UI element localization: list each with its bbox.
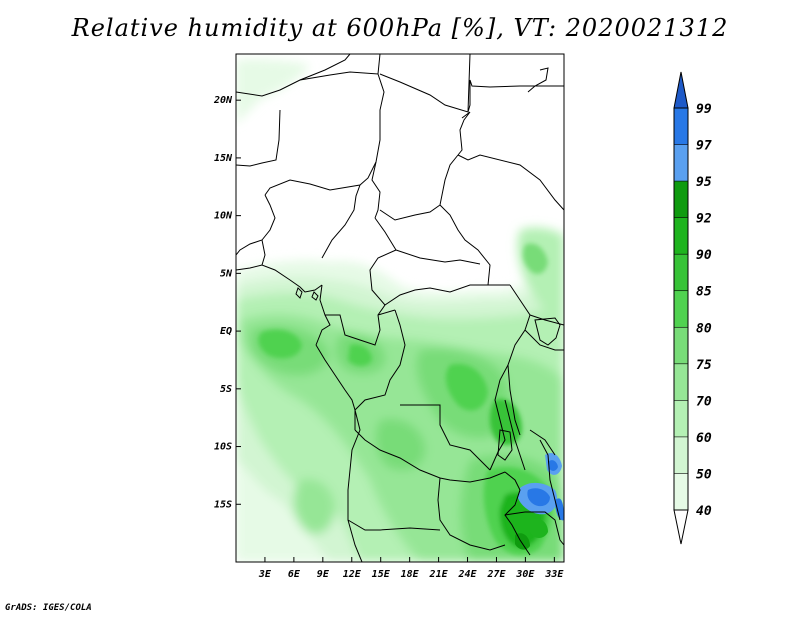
lon-tick-label: 30E: [515, 569, 535, 580]
lat-tick-label: 15S: [214, 499, 232, 510]
colorbar-segment: [674, 290, 688, 328]
lat-tick-label: EQ: [220, 326, 232, 337]
colorbar-segment: [674, 400, 688, 437]
map-frame: [235, 53, 565, 563]
lat-tick-label: 10S: [214, 442, 232, 453]
colorbar-label: 85: [696, 285, 712, 300]
colorbar-low-triangle: [673, 509, 689, 545]
colorbar-segment: [674, 108, 688, 145]
country-borders: [236, 54, 564, 562]
lon-tick-label: 3E: [258, 569, 272, 580]
colorbar-segment: [674, 327, 688, 364]
lon-tick-label: 12E: [343, 569, 362, 580]
colorbar-label: 70: [696, 394, 712, 409]
colorbar-segment: [674, 473, 688, 510]
colorbar-segment: [674, 363, 688, 401]
longitude-axis: 3E 6E 9E 12E 15E 18E 21E 24E 27E 30E 33E: [258, 557, 564, 580]
colorbar-label: 60: [696, 431, 712, 446]
lat-tick-label: 20N: [213, 95, 233, 106]
colorbar-label: 92: [696, 212, 712, 227]
colorbar-label: 97: [696, 139, 712, 154]
chart-title: Relative humidity at 600hPa [%], VT: 202…: [71, 14, 729, 42]
lat-tick-label: 5S: [220, 384, 232, 395]
lon-tick-label: 24E: [457, 569, 477, 580]
lon-tick-label: 15E: [372, 569, 391, 580]
lat-tick-label: 15N: [214, 153, 233, 164]
latitude-axis: 20N 15N 10N 5N EQ 5S 10S 15S: [213, 95, 241, 510]
colorbar-label: 80: [696, 321, 712, 336]
humidity-field: [236, 54, 564, 562]
colorbar-segment: [674, 144, 688, 182]
colorbar-label: 90: [696, 248, 712, 263]
colorbar-label: 40: [696, 504, 712, 519]
colorbar-label: 75: [696, 358, 712, 373]
colorbar-label: 50: [696, 467, 712, 482]
colorbar-segment: [674, 181, 688, 218]
colorbar-high-triangle: [673, 71, 689, 109]
lon-tick-label: 27E: [486, 569, 506, 580]
colorbar: 40 50 60 70 75 80 85 90 92 95 97 99: [673, 71, 712, 545]
lon-tick-label: 33E: [544, 569, 564, 580]
lat-tick-label: 5N: [220, 268, 233, 279]
colorbar-segment: [674, 254, 688, 291]
colorbar-label: 99: [696, 102, 712, 117]
lon-tick-label: 6E: [288, 569, 301, 580]
lon-tick-label: 9E: [317, 569, 330, 580]
lat-tick-label: 10N: [214, 211, 233, 222]
lon-tick-label: 21E: [429, 569, 449, 580]
grads-credit: GrADS: IGES/COLA: [5, 603, 92, 613]
colorbar-segment: [674, 217, 688, 255]
colorbar-label: 95: [696, 175, 712, 190]
lon-tick-label: 18E: [401, 569, 420, 580]
colorbar-segment: [674, 436, 688, 474]
